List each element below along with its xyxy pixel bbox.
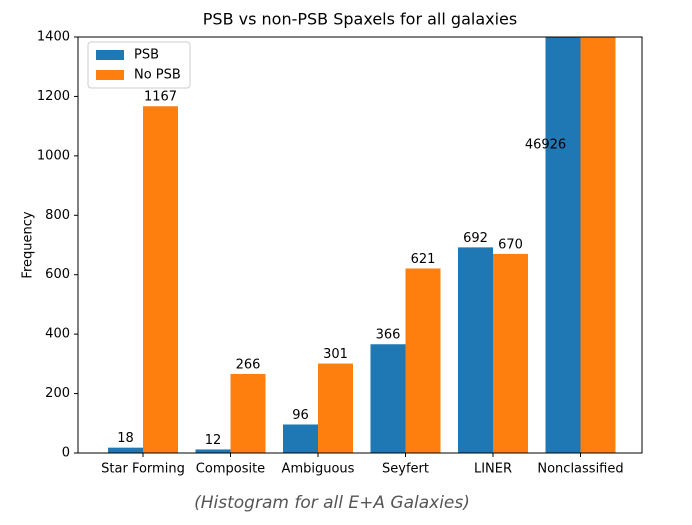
legend: PSB No PSB <box>87 41 191 89</box>
value-label: 670 <box>498 237 523 252</box>
chart-title: PSB vs non-PSB Spaxels for all galaxies <box>203 10 517 29</box>
value-label: 46926 <box>525 138 566 153</box>
value-label: 266 <box>236 357 261 372</box>
legend-label: No PSB <box>134 68 181 83</box>
x-tick-label: Seyfert <box>382 462 429 477</box>
value-label: 1167 <box>144 90 177 105</box>
legend-label: PSB <box>134 48 159 63</box>
bar <box>405 268 441 453</box>
value-label: 692 <box>463 231 488 246</box>
bar <box>545 37 581 453</box>
caption: (Histogram for all E+A Galaxies) <box>194 493 470 513</box>
x-tick-label: Composite <box>196 462 265 477</box>
y-axis-label: Frequency <box>21 211 36 278</box>
x-tick-label: Ambiguous <box>282 462 355 477</box>
value-label: 301 <box>323 347 348 362</box>
legend-swatch <box>96 50 124 60</box>
bar <box>108 447 143 453</box>
value-label: 18 <box>117 431 134 446</box>
x-tick-label: Nonclassified <box>537 462 623 477</box>
value-label: 96 <box>292 408 309 423</box>
y-tick-label: 400 <box>45 327 70 342</box>
value-label: 12 <box>205 433 222 448</box>
bar <box>370 344 406 453</box>
bar <box>493 253 528 453</box>
bar <box>143 106 178 453</box>
y-tick-label: 600 <box>45 267 70 282</box>
axes-frame <box>77 36 643 454</box>
y-tick-label: 1400 <box>37 30 70 45</box>
bar <box>230 373 266 453</box>
x-tick-label: Star Forming <box>101 462 185 477</box>
bar <box>283 424 318 453</box>
y-tick-label: 1200 <box>37 89 70 104</box>
bar <box>458 247 493 453</box>
plot-area <box>108 37 616 453</box>
value-label: 621 <box>411 252 436 267</box>
bar <box>195 449 231 453</box>
y-tick-label: 200 <box>45 386 70 401</box>
bar <box>318 363 353 453</box>
value-label: 366 <box>376 328 401 343</box>
x-tick-label: LINER <box>474 462 512 477</box>
y-tick-label: 800 <box>45 208 70 223</box>
y-tick-label: 1000 <box>37 148 70 163</box>
y-tick-label: 0 <box>62 446 70 461</box>
bar <box>580 37 616 453</box>
legend-swatch <box>96 70 124 80</box>
